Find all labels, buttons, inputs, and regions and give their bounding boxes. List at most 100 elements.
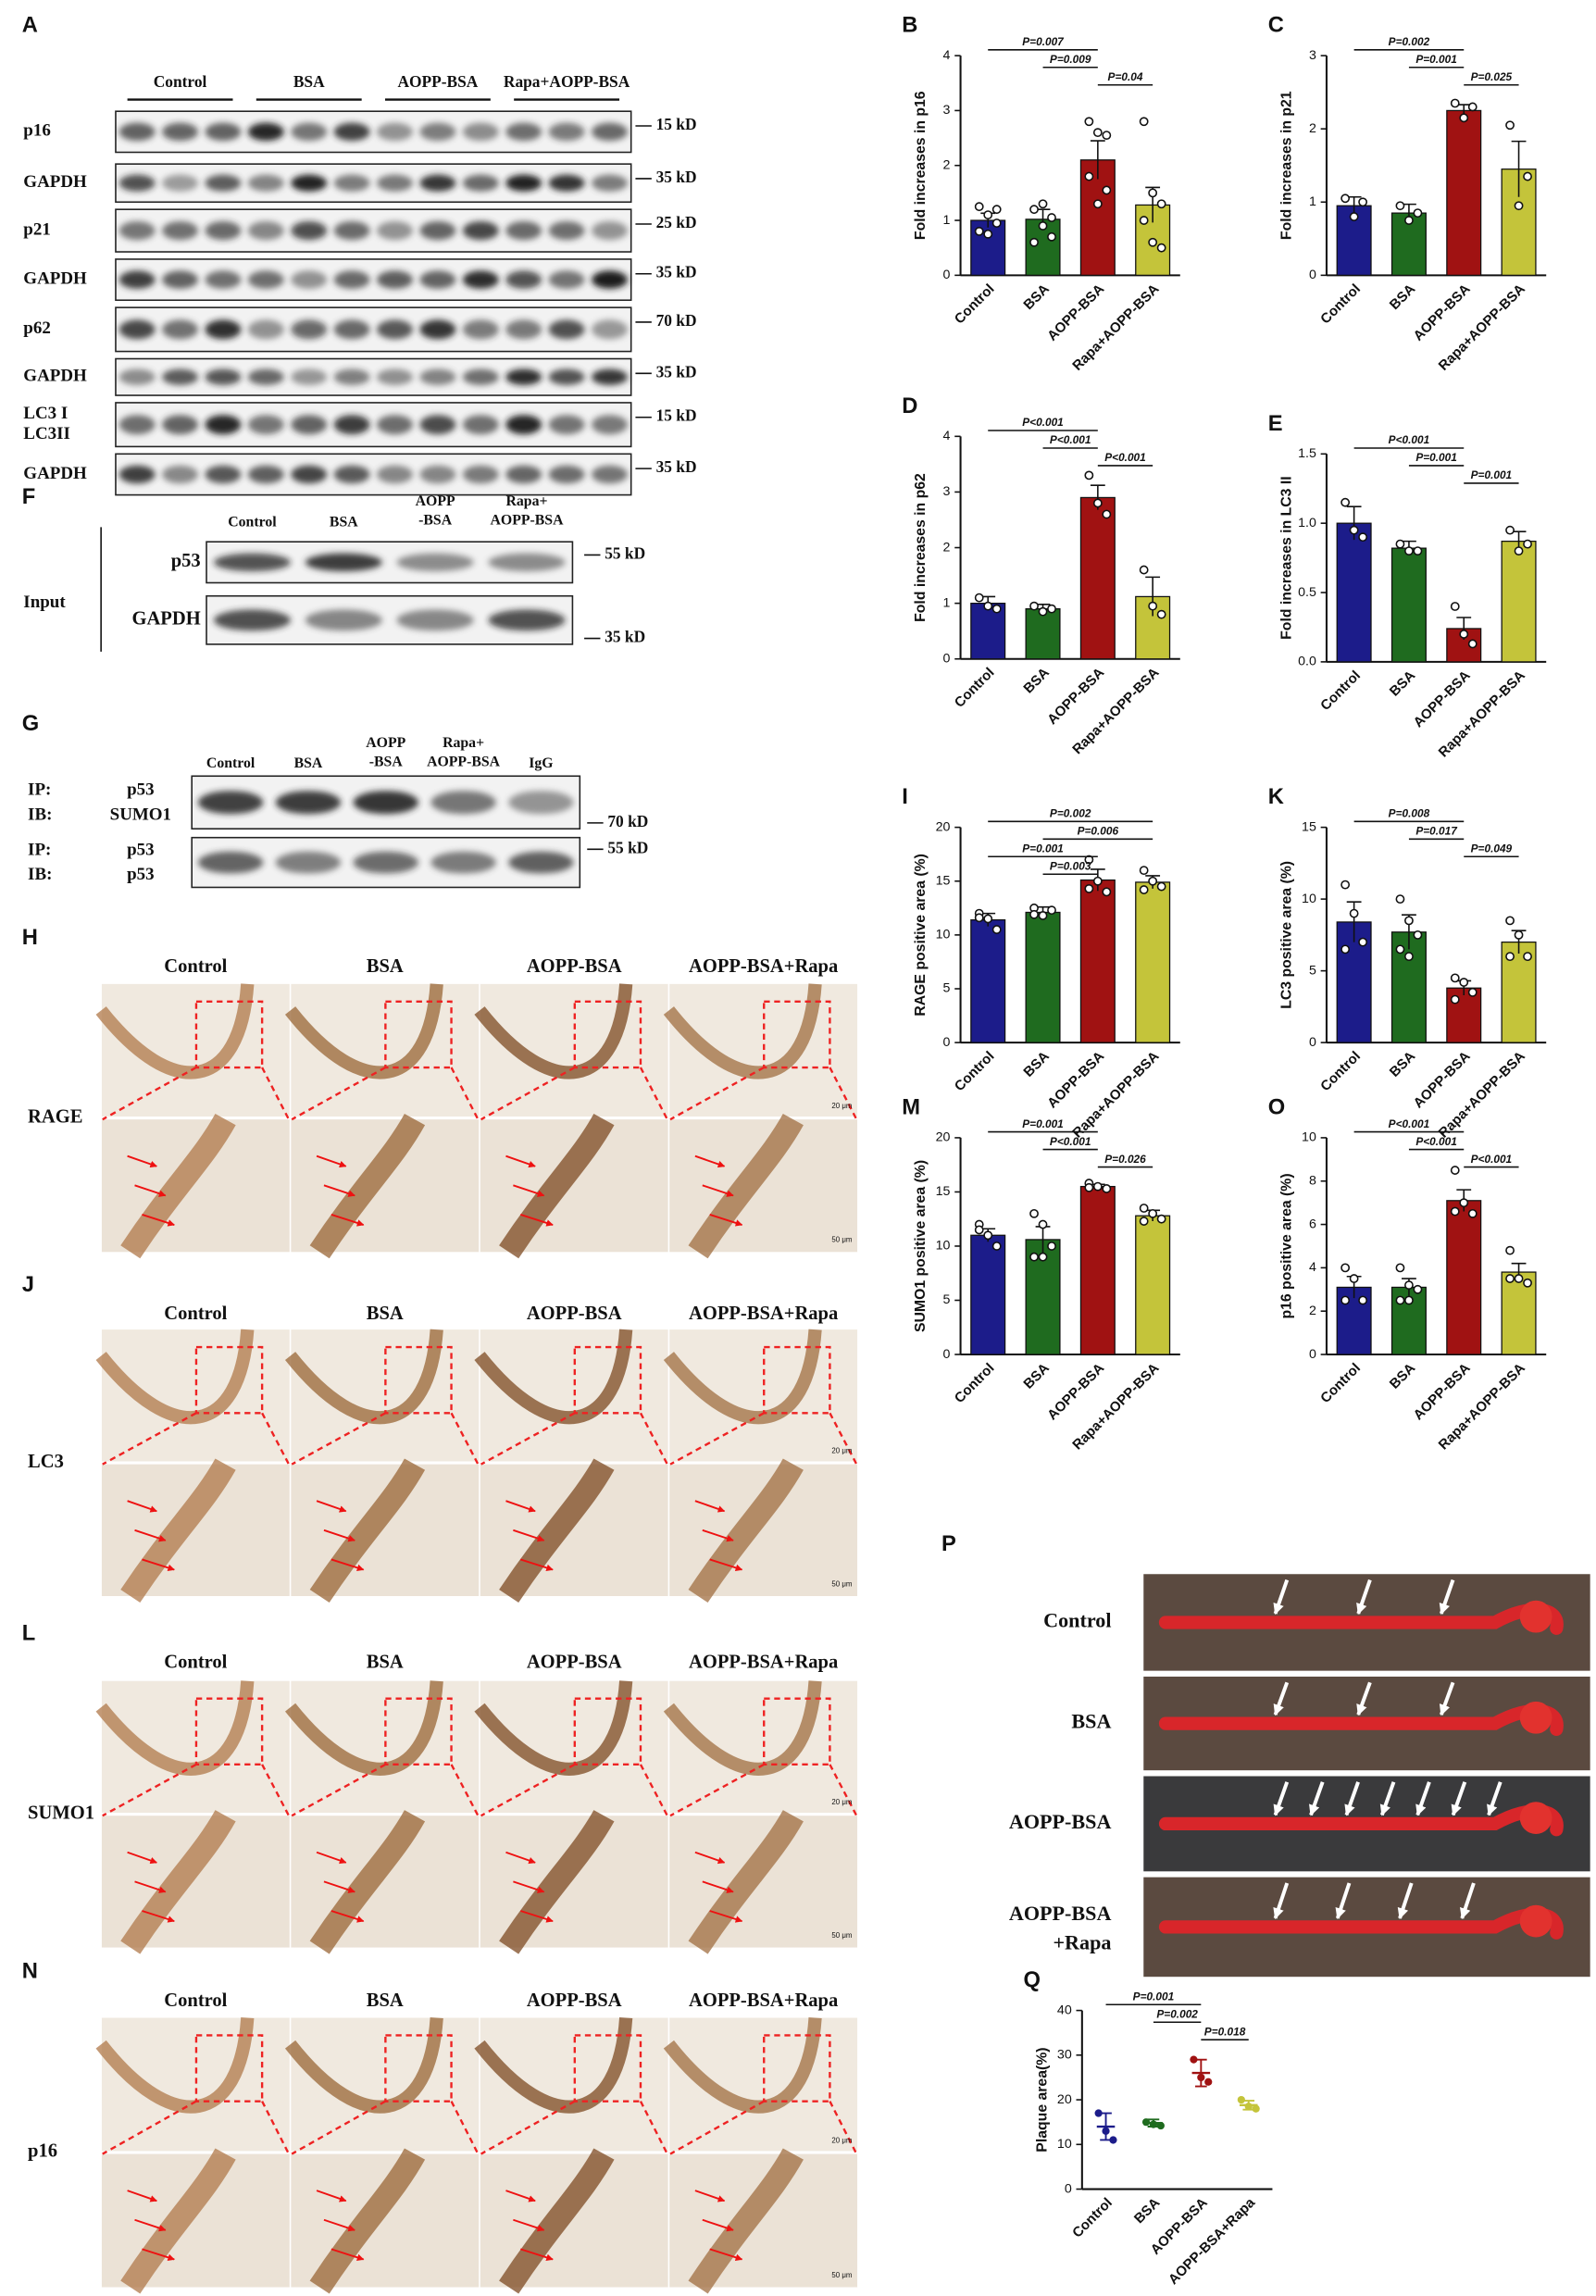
data-point xyxy=(1029,909,1039,919)
data-point xyxy=(1139,866,1149,876)
zoom-box xyxy=(194,1000,264,1069)
y-tick-label: 3 xyxy=(1309,48,1316,63)
p-value: P=0.007 xyxy=(1022,35,1065,48)
arrow xyxy=(709,2248,743,2262)
column-label: Control xyxy=(164,1990,227,2011)
data-point xyxy=(1139,885,1149,894)
blot-band xyxy=(462,465,499,484)
data-point xyxy=(1102,509,1112,519)
blot-band xyxy=(377,368,414,385)
data-point xyxy=(1404,216,1414,225)
blot-band xyxy=(247,368,284,385)
blot-band xyxy=(548,465,585,484)
blot-band xyxy=(505,368,542,385)
arrow xyxy=(330,1214,365,1227)
zoom-line xyxy=(291,2100,386,2155)
data-point xyxy=(1404,546,1414,556)
zoom-line xyxy=(291,1412,386,1466)
data-point xyxy=(1523,1278,1532,1288)
data-point xyxy=(1450,994,1460,1004)
y-tick-label: 4 xyxy=(943,48,951,63)
lane-label: Rapa+ xyxy=(443,735,484,751)
blot-band xyxy=(377,221,414,241)
arrow xyxy=(316,2190,347,2202)
bar xyxy=(1446,987,1482,1043)
p-value: P=0.006 xyxy=(1078,825,1119,838)
column-label: BSA xyxy=(367,1304,404,1324)
arrow xyxy=(142,1558,175,1572)
blot-frame xyxy=(115,453,632,496)
row-label: GAPDH xyxy=(23,172,87,192)
lane-label: -BSA xyxy=(369,755,404,770)
arrow xyxy=(142,1910,175,1923)
arrow xyxy=(709,1214,743,1227)
blot-band xyxy=(205,221,242,241)
blot-band xyxy=(505,270,542,289)
data-point xyxy=(1156,881,1166,892)
tissue xyxy=(120,1809,236,1954)
blot-band xyxy=(247,122,284,142)
p-value: P<0.001 xyxy=(1022,416,1064,429)
blot-band xyxy=(291,465,328,484)
panel-letter: P xyxy=(941,1532,956,1556)
y-axis-label: Fold increases in p21 xyxy=(1278,91,1294,240)
blot-band xyxy=(291,319,328,340)
zoom-box xyxy=(763,1697,831,1766)
arrow xyxy=(505,2190,536,2202)
tissue xyxy=(688,1113,804,1259)
data-point xyxy=(1505,952,1515,962)
row-label: LC3II xyxy=(23,424,70,443)
y-tick-label: 15 xyxy=(936,874,951,889)
blot-band xyxy=(213,553,291,572)
data-point xyxy=(1514,1274,1524,1283)
row-label: p53 xyxy=(127,865,155,884)
blot-band xyxy=(419,368,456,385)
zoom-line xyxy=(480,2100,576,2155)
kd-label: 35 kD xyxy=(656,363,697,381)
tissue xyxy=(95,983,255,1079)
lane-label: Control xyxy=(228,514,277,530)
p-value: P=0.049 xyxy=(1471,842,1513,855)
column-label: AOPP-BSA xyxy=(527,1304,622,1324)
row-label: BSA xyxy=(1071,1710,1111,1733)
bar xyxy=(1336,522,1372,663)
panel-letter: F xyxy=(22,485,36,509)
blot-band xyxy=(118,415,156,435)
p-value: P=0.002 xyxy=(1389,35,1430,48)
stain-label: SUMO1 xyxy=(28,1803,94,1823)
lane-label: Control xyxy=(206,755,256,771)
data-point xyxy=(1395,539,1405,549)
bar xyxy=(1079,1185,1116,1355)
blot-band xyxy=(333,415,370,435)
bar xyxy=(1336,205,1372,276)
data-point xyxy=(1092,128,1103,138)
zoom-line xyxy=(669,1412,765,1466)
blot-band xyxy=(396,553,474,572)
data-point xyxy=(1340,497,1351,507)
data-point xyxy=(1395,201,1405,211)
row-label: p53 xyxy=(127,840,155,859)
blot-band xyxy=(205,319,242,340)
arrow xyxy=(505,1500,536,1513)
tissue xyxy=(95,2016,255,2114)
tissue xyxy=(688,1458,804,1603)
arrow xyxy=(505,1851,536,1865)
y-tick-label: 1.5 xyxy=(1298,446,1316,461)
data-point xyxy=(991,205,1002,215)
data-point xyxy=(1084,470,1094,480)
arch xyxy=(1519,1701,1552,1734)
arrow xyxy=(1273,1781,1290,1816)
blot-band xyxy=(162,122,199,142)
x-tick-label: BSA xyxy=(1020,1048,1053,1080)
zoom-box xyxy=(573,1697,642,1766)
lane-label: Rapa+AOPP-BSA xyxy=(504,73,630,91)
blot-band xyxy=(213,609,291,631)
blot-band xyxy=(592,465,628,484)
data-point xyxy=(1047,231,1056,242)
y-tick-label: 0.5 xyxy=(1298,585,1316,600)
blot-band xyxy=(462,415,499,435)
y-tick-label: 20 xyxy=(1057,2092,1072,2107)
arrow xyxy=(1273,1882,1290,1920)
blot-band xyxy=(275,851,342,874)
arrow xyxy=(1335,1882,1352,1920)
